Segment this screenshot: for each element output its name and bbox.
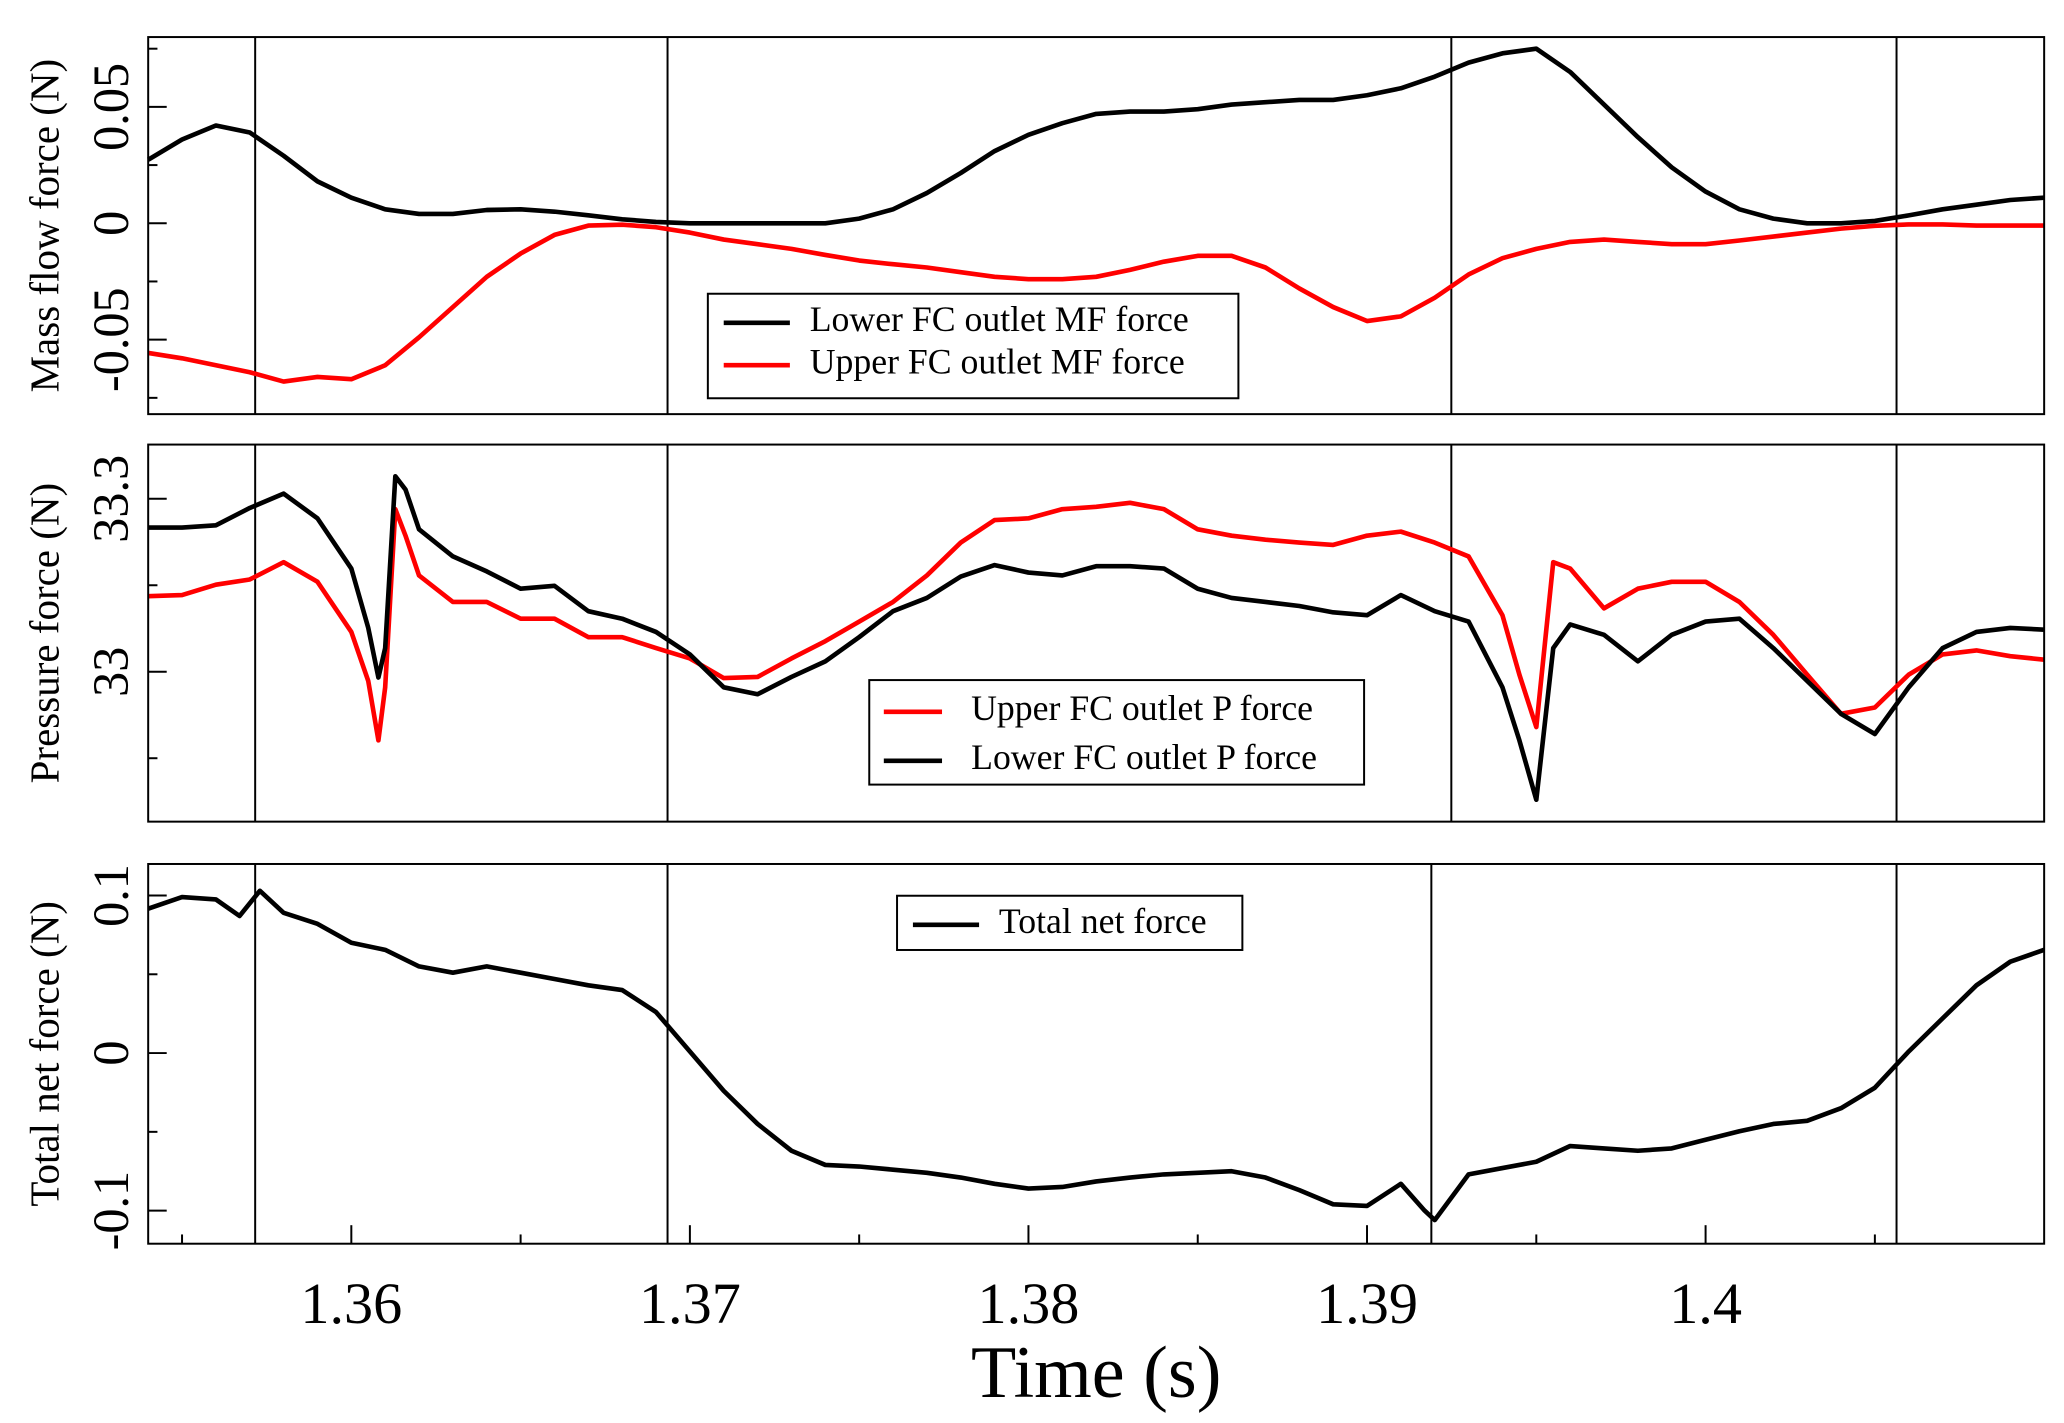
legend-box <box>706 292 1240 400</box>
y-tick-label: -0.05 <box>83 287 139 392</box>
x-tick-label: 1.36 <box>300 1271 402 1336</box>
x-tick-label: 1.37 <box>639 1271 741 1336</box>
legend-label: Lower FC outlet MF force <box>810 299 1189 339</box>
series-line <box>148 473 2045 803</box>
y-tick-label: -0.1 <box>83 1171 139 1251</box>
plot-frame <box>147 36 2046 416</box>
x-tick-label: 1.38 <box>978 1271 1080 1336</box>
y-axis-label: Total net force (N) <box>21 901 67 1207</box>
y-tick-label: 0.05 <box>83 63 139 151</box>
legend-label: Upper FC outlet MF force <box>810 341 1185 381</box>
legend-label: Total net force <box>999 901 1207 941</box>
series-line <box>146 46 2045 226</box>
series-line <box>148 500 2045 743</box>
series-line <box>147 222 2045 384</box>
legend-label: Lower FC outlet P force <box>971 737 1317 777</box>
y-axis-label: Pressure force (N) <box>21 483 67 784</box>
y-axis-label: Mass flow force (N) <box>21 59 67 393</box>
y-tick-label: 33 <box>83 647 139 697</box>
legend-label: Upper FC outlet P force <box>971 688 1313 728</box>
series-line <box>147 888 2045 1223</box>
x-tick-label: 1.4 <box>1669 1271 1742 1336</box>
y-tick-label: 33.3 <box>83 455 139 543</box>
x-tick-label: 1.39 <box>1316 1271 1418 1336</box>
legend-box <box>868 679 1366 786</box>
x-axis-label: Time (s) <box>971 1332 1221 1414</box>
y-tick-label: 0.1 <box>83 864 139 927</box>
y-tick-label: 0 <box>83 211 139 236</box>
y-tick-label: 0 <box>83 1040 139 1065</box>
plot-frame <box>147 862 2046 1245</box>
plot-frame <box>147 443 2046 823</box>
